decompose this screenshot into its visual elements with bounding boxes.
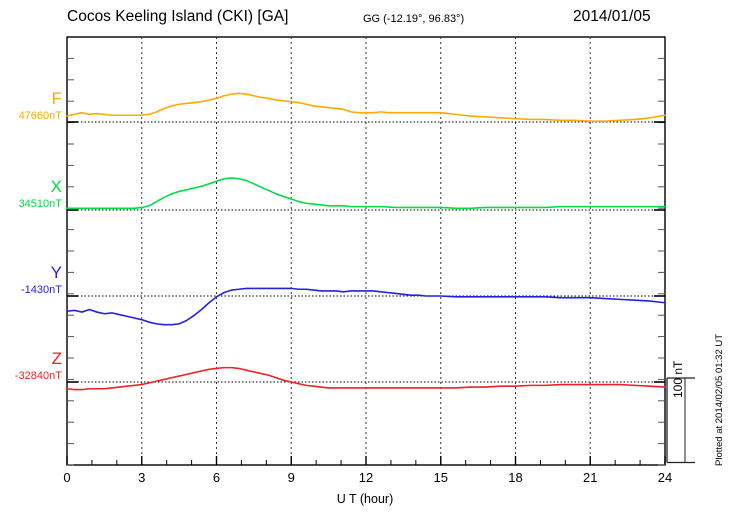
- x-tick-label-24: 24: [657, 470, 673, 485]
- trace-Z: [66, 366, 666, 391]
- trace-F: [66, 92, 666, 122]
- component-label-Y: Y -1430nT: [21, 264, 62, 296]
- plotted-timestamp: Plotted at 2014/02/05 01:32 UT: [714, 333, 725, 466]
- x-tick-label-3: 3: [138, 470, 146, 485]
- observation-date: 2014/01/05: [573, 8, 651, 25]
- x-tick-label-6: 6: [212, 470, 221, 485]
- component-label-X: X 34510nT: [19, 178, 62, 210]
- page-title: Cocos Keeling Island (CKI) [GA]: [67, 8, 289, 25]
- x-tick-label-9: 9: [287, 470, 295, 485]
- component-letter-F: F: [51, 89, 62, 108]
- scale-bar-label: 100 nT: [671, 360, 685, 398]
- x-tick-label-21: 21: [583, 470, 598, 485]
- component-baseline-value-F: 47660nT: [18, 110, 62, 122]
- x-tick-label-18: 18: [508, 470, 523, 485]
- component-label-Z: Z -32840nT: [15, 350, 62, 382]
- x-axis-title: U T (hour): [336, 492, 394, 506]
- x-tick-label-15: 15: [433, 470, 448, 485]
- plot-frame: [66, 36, 666, 466]
- x-tick-label-12: 12: [358, 470, 374, 485]
- component-baseline-value-X: 34510nT: [18, 198, 62, 210]
- geographic-coordinates: GG (-12.19°, 96.83°): [363, 13, 465, 25]
- component-letter-Y: Y: [50, 263, 62, 282]
- trace-X: [66, 177, 666, 210]
- component-baseline-value-Z: -32840nT: [14, 370, 62, 382]
- x-tick-label-0: 0: [63, 470, 71, 485]
- component-letter-X: X: [50, 177, 62, 196]
- component-label-F: F 47660nT: [19, 90, 62, 122]
- component-letter-Z: Z: [51, 349, 62, 368]
- component-baseline-value-Y: -1430nT: [21, 284, 62, 296]
- trace-Y: [66, 287, 666, 326]
